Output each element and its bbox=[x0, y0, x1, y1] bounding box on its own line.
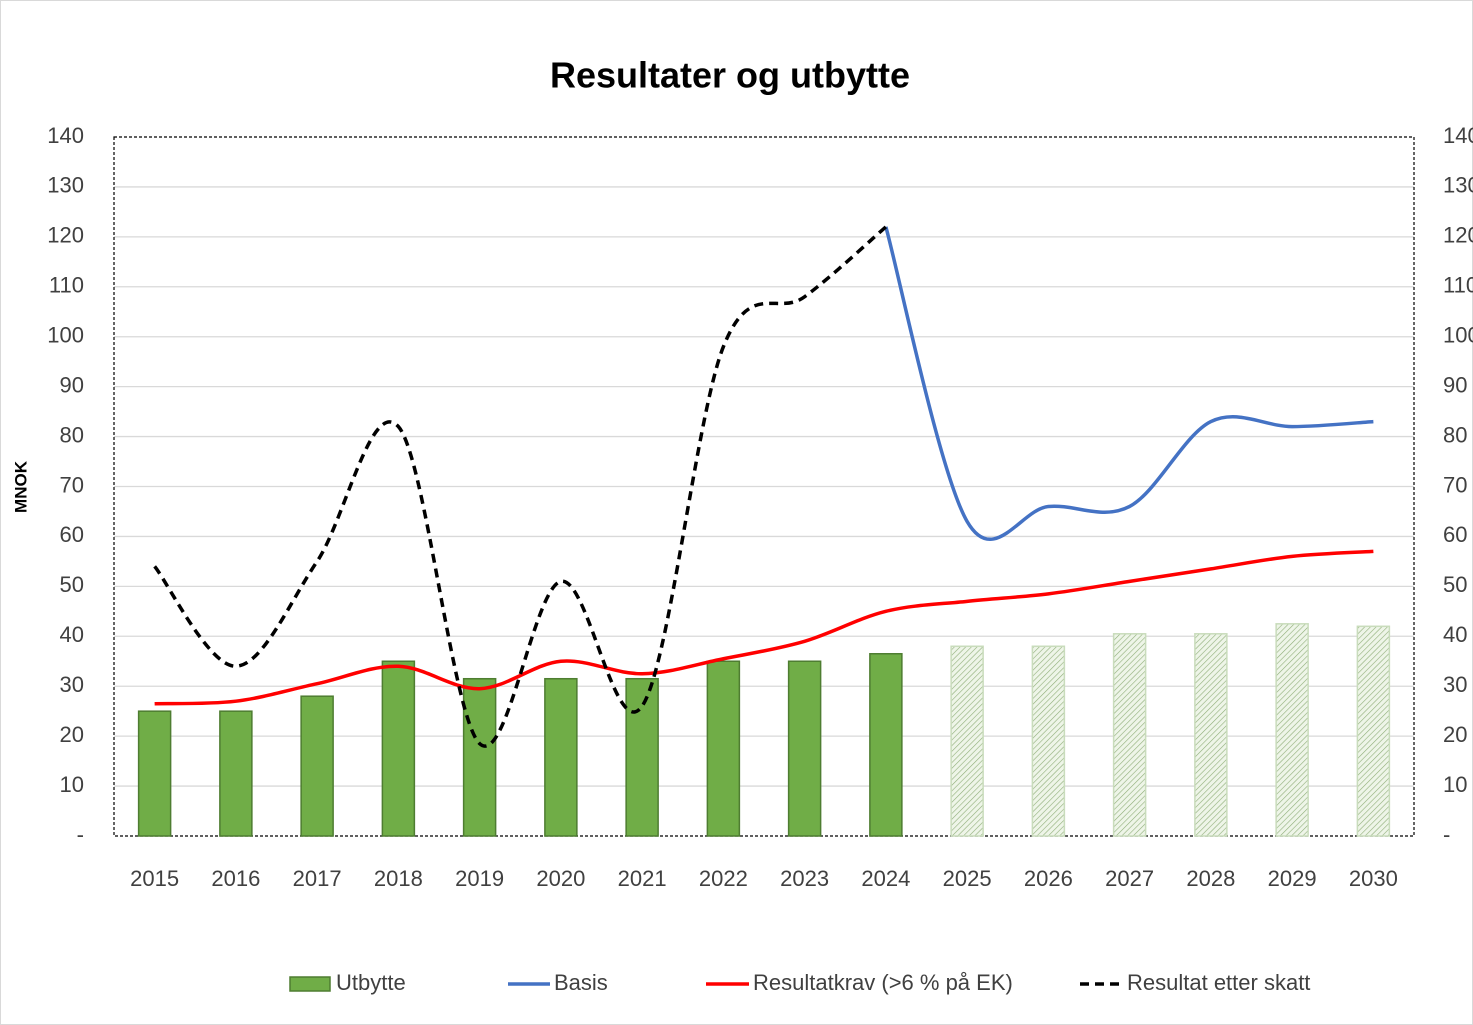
bar bbox=[1112, 633, 1147, 837]
y2-tick-label: 40 bbox=[1443, 622, 1467, 647]
plot-border bbox=[113, 136, 1415, 837]
y-tick-label: 110 bbox=[49, 273, 84, 298]
x-tick-label: 2016 bbox=[211, 866, 260, 891]
y2-tick-label: 50 bbox=[1443, 572, 1467, 597]
line bbox=[153, 225, 888, 748]
y2-tick-label: - bbox=[1443, 822, 1450, 847]
legend-label: Utbytte bbox=[336, 970, 406, 995]
y2-tick-label: 110 bbox=[1443, 273, 1473, 298]
legend-label: Resultatkrav (>6 % på EK) bbox=[753, 970, 1013, 995]
bar bbox=[300, 695, 334, 837]
y-tick-label: 140 bbox=[47, 123, 84, 148]
x-tick-label: 2023 bbox=[780, 866, 829, 891]
legend-marker bbox=[289, 976, 331, 992]
bar bbox=[219, 710, 253, 837]
y-tick-label: 40 bbox=[60, 622, 84, 647]
y2-tick-label: 70 bbox=[1443, 472, 1467, 497]
line bbox=[884, 226, 1374, 541]
y-tick-label: 130 bbox=[47, 173, 84, 198]
bar bbox=[544, 677, 578, 837]
y-tick-label: - bbox=[77, 822, 84, 847]
bar bbox=[787, 660, 822, 837]
bar bbox=[625, 677, 659, 837]
chart-title: Resultater og utbytte bbox=[550, 55, 910, 96]
x-tick-label: 2020 bbox=[536, 866, 585, 891]
x-tick-label: 2019 bbox=[455, 866, 504, 891]
y2-tick-label: 80 bbox=[1443, 422, 1467, 447]
x-tick-label: 2025 bbox=[943, 866, 992, 891]
bar bbox=[1031, 645, 1066, 837]
y-tick-label: 30 bbox=[60, 672, 84, 697]
bar bbox=[1194, 633, 1228, 837]
y-tick-label: 10 bbox=[60, 772, 84, 797]
y2-tick-label: 90 bbox=[1443, 372, 1467, 397]
y2-tick-label: 100 bbox=[1443, 323, 1473, 348]
bar bbox=[1275, 623, 1309, 837]
y-tick-label: 20 bbox=[60, 722, 84, 747]
line bbox=[154, 549, 1374, 706]
y2-tick-label: 120 bbox=[1443, 223, 1473, 248]
y-tick-label: 100 bbox=[47, 323, 84, 348]
x-tick-label: 2021 bbox=[618, 866, 667, 891]
y-tick-label: 80 bbox=[60, 422, 84, 447]
y2-tick-label: 130 bbox=[1443, 173, 1473, 198]
x-tick-label: 2022 bbox=[699, 866, 748, 891]
bar bbox=[706, 660, 741, 837]
y-tick-label: 90 bbox=[60, 372, 84, 397]
y2-tick-label: 140 bbox=[1443, 123, 1473, 148]
y-axis-label: MNOK bbox=[11, 460, 30, 513]
x-tick-label: 2026 bbox=[1024, 866, 1073, 891]
x-tick-label: 2015 bbox=[130, 866, 179, 891]
y-tick-label: 70 bbox=[60, 472, 84, 497]
bar bbox=[950, 645, 984, 837]
y-tick-label: 120 bbox=[47, 223, 84, 248]
x-tick-label: 2028 bbox=[1186, 866, 1235, 891]
x-tick-label: 2018 bbox=[374, 866, 423, 891]
x-tick-label: 2029 bbox=[1268, 866, 1317, 891]
x-tick-label: 2027 bbox=[1105, 866, 1154, 891]
x-tick-label: 2017 bbox=[293, 866, 342, 891]
legend-label: Resultat etter skatt bbox=[1127, 970, 1310, 995]
bar bbox=[137, 710, 172, 837]
legend-label: Basis bbox=[554, 970, 608, 995]
bar bbox=[1356, 625, 1391, 837]
y-tick-label: 50 bbox=[60, 572, 84, 597]
y2-tick-label: 20 bbox=[1443, 722, 1467, 747]
x-tick-label: 2030 bbox=[1349, 866, 1398, 891]
y2-tick-label: 30 bbox=[1443, 672, 1467, 697]
bar bbox=[869, 653, 903, 837]
x-tick-label: 2024 bbox=[861, 866, 910, 891]
bar bbox=[381, 660, 416, 837]
bar bbox=[462, 677, 497, 837]
y2-tick-label: 10 bbox=[1443, 772, 1467, 797]
y2-tick-label: 60 bbox=[1443, 522, 1467, 547]
y-tick-label: 60 bbox=[60, 522, 84, 547]
